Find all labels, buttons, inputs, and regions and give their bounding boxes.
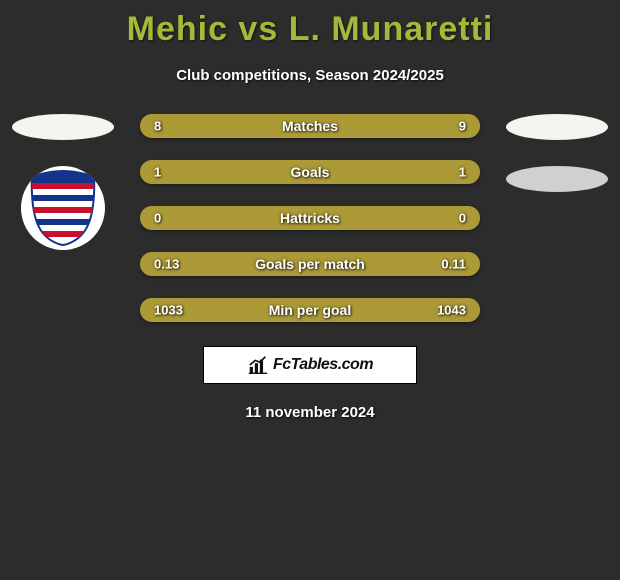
stat-label: Matches — [282, 118, 338, 134]
stat-bars: 8 Matches 9 1 Goals 1 0 Hattricks 0 0.13… — [118, 114, 502, 322]
stat-row: 0.13 Goals per match 0.11 — [140, 252, 480, 276]
logo-text: FcTables.com — [273, 356, 373, 374]
stat-value-left: 1 — [154, 165, 161, 180]
stat-row: 8 Matches 9 — [140, 114, 480, 138]
page-title: Mehic vs L. Munaretti — [0, 0, 620, 49]
stat-value-left: 0 — [154, 211, 161, 226]
stat-label: Hattricks — [280, 210, 340, 226]
club-crest — [21, 166, 105, 250]
stat-value-right: 1043 — [437, 303, 466, 318]
flag-icon — [506, 114, 608, 140]
comparison-panel: 8 Matches 9 1 Goals 1 0 Hattricks 0 0.13… — [0, 114, 620, 322]
right-player-column — [502, 114, 612, 192]
stat-value-right: 0 — [459, 211, 466, 226]
stat-fill-right — [310, 160, 480, 184]
shield-icon — [28, 169, 98, 247]
left-player-column — [8, 114, 118, 250]
flag-icon — [12, 114, 114, 140]
stat-value-right: 0.11 — [441, 257, 466, 272]
date-label: 11 november 2024 — [0, 404, 620, 421]
bar-chart-icon — [247, 354, 269, 376]
stat-label: Min per goal — [269, 302, 351, 318]
stat-label: Goals — [291, 164, 330, 180]
stat-row: 0 Hattricks 0 — [140, 206, 480, 230]
subtitle: Club competitions, Season 2024/2025 — [0, 67, 620, 84]
stat-value-left: 0.13 — [154, 257, 179, 272]
stat-fill-left — [140, 114, 300, 138]
stat-value-right: 1 — [459, 165, 466, 180]
stat-value-left: 8 — [154, 119, 161, 134]
stat-value-right: 9 — [459, 119, 466, 134]
stat-row: 1033 Min per goal 1043 — [140, 298, 480, 322]
stat-fill-left — [140, 160, 310, 184]
crest-placeholder-icon — [506, 166, 608, 192]
stat-value-left: 1033 — [154, 303, 183, 318]
stat-row: 1 Goals 1 — [140, 160, 480, 184]
fctables-logo[interactable]: FcTables.com — [203, 346, 417, 384]
stat-label: Goals per match — [255, 256, 365, 272]
